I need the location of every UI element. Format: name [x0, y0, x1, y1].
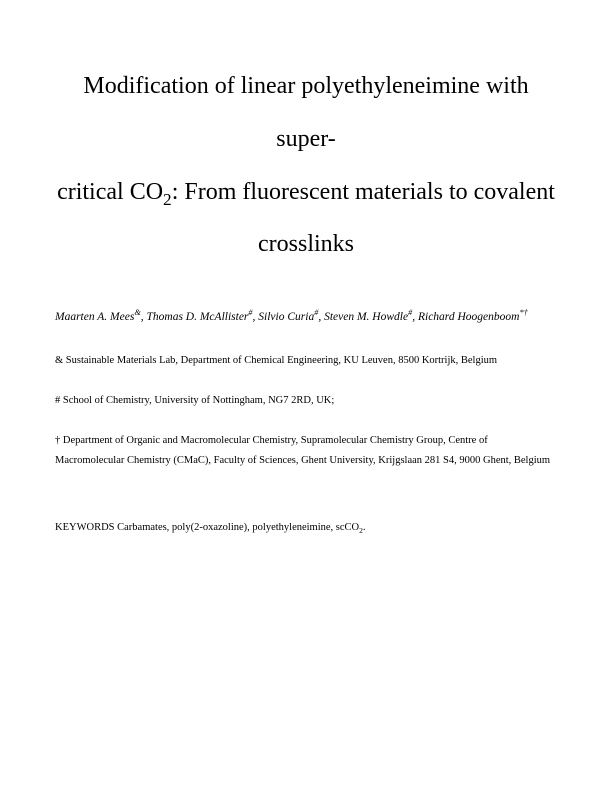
paper-title: Modification of linear polyethyleneimine… [55, 60, 557, 271]
author-3-name: Silvio Curia [258, 311, 314, 323]
keywords-text-post: . [363, 522, 366, 533]
affiliation-2: # School of Chemistry, University of Not… [55, 391, 557, 411]
author-4-name: Steven M. Howdle [324, 311, 408, 323]
page-root: Modification of linear polyethyleneimine… [0, 0, 612, 792]
author-list: Maarten A. Mees&, Thomas D. McAllister#,… [55, 309, 557, 325]
author-2-name: Thomas D. McAllister [147, 311, 249, 323]
keywords-label: KEYWORDS [55, 522, 117, 533]
keywords-text-pre: Carbamates, poly(2-oxazoline), polyethyl… [117, 522, 359, 533]
affiliation-3: † Department of Organic and Macromolecul… [55, 431, 557, 471]
author-5-mark: *† [519, 308, 527, 317]
title-co2-subscript: 2 [163, 189, 172, 208]
author-1-name: Maarten A. Mees [55, 311, 134, 323]
title-line-3: crosslinks [258, 231, 354, 257]
author-5-name: Richard Hoogenboom [418, 311, 519, 323]
title-line-2-post: : From fluorescent materials to covalent [172, 179, 555, 205]
keywords-line: KEYWORDS Carbamates, poly(2-oxazoline), … [55, 521, 557, 536]
title-line-2-pre: critical CO [57, 179, 163, 205]
title-line-1: Modification of linear polyethyleneimine… [83, 73, 528, 152]
affiliation-1: & Sustainable Materials Lab, Department … [55, 351, 557, 371]
